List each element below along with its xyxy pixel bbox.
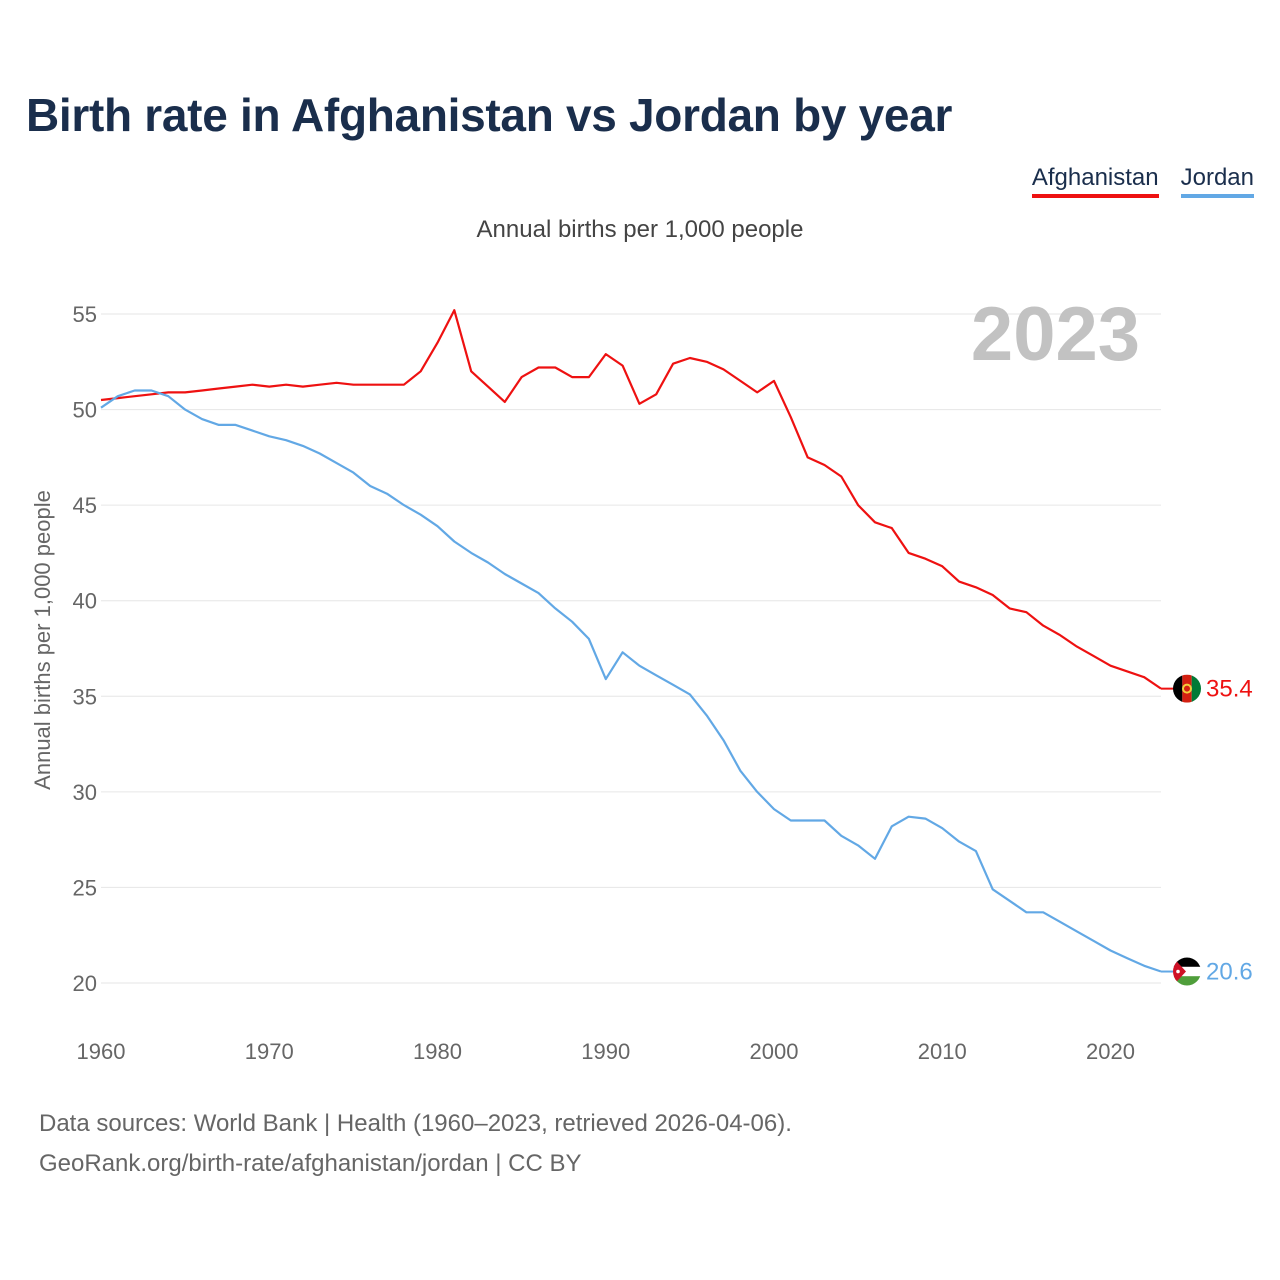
year-watermark: 2023 [971,292,1140,377]
chart-subtitle: Annual births per 1,000 people [476,216,804,243]
footer-url[interactable]: GeoRank.org/birth-rate/afghanistan/jorda… [39,1150,582,1177]
y-tick-20: 20 [73,971,97,996]
legend-item-jordan[interactable]: Jordan [1180,164,1254,198]
x-tick-labels: 1960 1970 1980 1990 2000 2010 2020 [77,1039,1135,1064]
y-tick-45: 45 [73,493,97,518]
series-line-jordan [100,389,1162,973]
y-tick-40: 40 [73,589,97,614]
x-tick-2010: 2010 [918,1039,967,1064]
series-line-afghanistan [100,309,1162,690]
chart-title: Birth rate in Afghanistan vs Jordan by y… [26,89,953,141]
series-lines [100,309,1162,973]
y-tick-55: 55 [73,302,97,327]
x-tick-1960: 1960 [77,1039,126,1064]
y-tick-35: 35 [73,684,97,709]
end-label-jordan: 20.6 [1206,959,1253,986]
end-label-afghanistan: 35.4 [1206,676,1253,703]
legend: Afghanistan Jordan [1031,164,1254,198]
y-tick-25: 25 [73,875,97,900]
footer: Data sources: World Bank | Health (1960–… [39,1104,792,1184]
y-axis-label: Annual births per 1,000 people [30,490,55,790]
x-tick-1970: 1970 [245,1039,294,1064]
chart-area: 2023 Annual births per 1,000 people 20 25… [30,292,1253,1064]
x-tick-1980: 1980 [413,1039,462,1064]
y-tick-50: 50 [73,398,97,423]
end-markers: 35.4 20.6 [1161,674,1253,986]
x-tick-2020: 2020 [1086,1039,1135,1064]
y-tick-30: 30 [73,780,97,805]
y-tick-labels: 20 25 30 35 40 45 50 55 [73,302,97,996]
x-tick-1990: 1990 [581,1039,630,1064]
legend-item-afghanistan[interactable]: Afghanistan [1031,164,1159,198]
footer-sources: Data sources: World Bank | Health (1960–… [39,1110,792,1137]
flag-afghanistan-icon [1173,674,1201,703]
flag-jordan-icon [1173,957,1201,986]
x-tick-2000: 2000 [750,1039,799,1064]
gridlines [101,313,1161,984]
